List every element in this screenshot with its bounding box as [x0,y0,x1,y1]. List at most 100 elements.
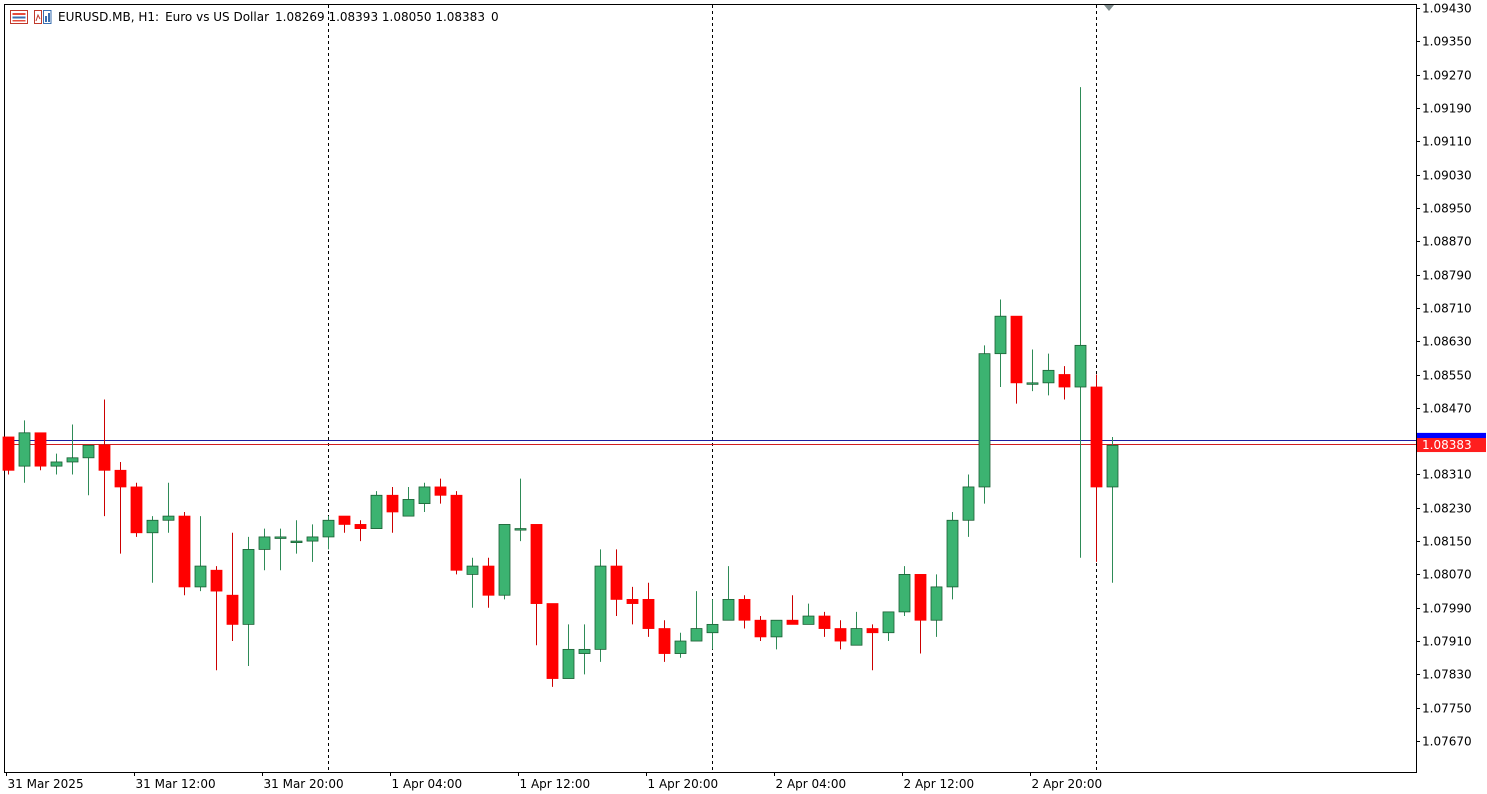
indicators-icon[interactable] [34,10,52,24]
candle-42 [674,632,687,658]
candle-body [818,615,831,629]
candle-23 [370,491,383,529]
candle-52 [834,620,847,650]
candle-25 [402,486,415,517]
candle-body [482,565,495,596]
price-tick-label-2: 1.09270 [1422,69,1472,83]
candle-29 [466,557,479,608]
candle-body [98,444,111,471]
price-tick-label-8: 1.08790 [1422,269,1472,283]
price-tick-label-5: 1.09030 [1422,169,1472,183]
candle-18 [290,520,303,554]
candle-body [1042,369,1055,384]
candle-11 [178,511,191,596]
candle-2 [34,432,47,471]
candle-60 [962,474,975,537]
time-tick-label-2: 31 Mar 20:00 [264,777,344,791]
candle-body [802,615,815,625]
price-tick-label-18: 1.07910 [1422,635,1472,649]
time-axis[interactable]: 31 Mar 2025 31 Mar 12:00 31 Mar 20:00 1 Apr… [6,772,1103,791]
candle-body [946,519,959,588]
chart-window-icon[interactable] [10,10,28,24]
price-lines [5,440,1416,445]
candle-body [866,628,879,634]
candle-body [1058,374,1071,388]
candle-38 [610,549,623,617]
candle-44 [706,599,719,650]
time-tick-label-3: 1 Apr 04:00 [392,777,463,791]
chart-shift-marker[interactable] [1104,5,1114,11]
candle-body [898,574,911,613]
candle-body [194,565,207,588]
candle-45 [722,566,735,621]
candle-body [786,619,799,625]
price-tick-label-16: 1.08070 [1422,568,1472,582]
candle-body [514,528,527,531]
candle-body [722,598,735,621]
candle-body [146,519,159,534]
candle-66 [1058,366,1071,400]
candle-body [114,469,127,488]
candle-body [50,461,63,467]
candle-6 [98,399,111,517]
candle-46 [738,595,751,629]
candle-26 [418,482,431,512]
candle-0 [2,436,15,475]
time-tick-label-6: 2 Apr 04:00 [776,777,847,791]
candle-body [626,598,639,604]
candle-body [418,486,431,505]
candle-body [978,353,991,488]
candle-63 [1010,315,1023,404]
candle-51 [818,611,831,637]
candle-body [450,494,463,571]
candle-50 [802,603,815,625]
price-tick-label-7: 1.08870 [1422,235,1472,249]
price-axis[interactable]: 1.09430 1.09350 1.09270 1.09190 1.09110 1.090… [1416,2,1472,749]
candle-body [546,603,559,679]
candle-body [82,444,95,459]
price-tick-label-10: 1.08630 [1422,335,1472,349]
candle-13 [210,566,223,671]
chart-header: EURUSD.MB, H1: Euro vs US Dollar 1.08269… [10,9,499,25]
candle-body [754,619,767,638]
ask-price-badge [1417,432,1486,441]
time-tick-label-4: 1 Apr 12:00 [520,777,591,791]
candle-body [306,536,319,542]
candle-53 [850,611,863,646]
price-tick-label-20: 1.07750 [1422,702,1472,716]
candle-64 [1026,349,1039,392]
candle-16 [258,528,271,571]
candle-body [498,524,511,596]
candle-59 [946,511,959,600]
candle-32 [514,478,527,542]
candle-body [1090,386,1103,488]
candle-19 [306,524,319,562]
price-tick-label-9: 1.08710 [1422,302,1472,316]
candle-body [962,486,975,521]
candle-61 [978,345,991,504]
plot-area [4,4,1417,773]
price-tick-label-21: 1.07670 [1422,735,1472,749]
candle-body [930,586,943,621]
symbol-description: Euro vs US Dollar [165,10,270,24]
candle-body [386,494,399,513]
candle-37 [594,549,607,662]
candle-48 [770,619,783,650]
candle-68 [1090,374,1103,562]
candle-47 [754,616,767,642]
time-tick-label-5: 1 Apr 20:00 [648,777,719,791]
candle-41 [658,620,671,662]
candle-67 [1074,87,1087,558]
price-tick-label-4: 1.09110 [1422,135,1472,149]
candle-body [290,540,303,543]
candle-body [994,315,1007,355]
candle-8 [130,482,143,537]
candle-body [562,648,575,679]
candle-body [66,457,79,463]
candle-body [850,628,863,646]
candle-39 [626,586,639,625]
candle-15 [242,536,255,667]
price-tick-label-15: 1.08150 [1422,535,1472,549]
candle-9 [146,516,159,583]
